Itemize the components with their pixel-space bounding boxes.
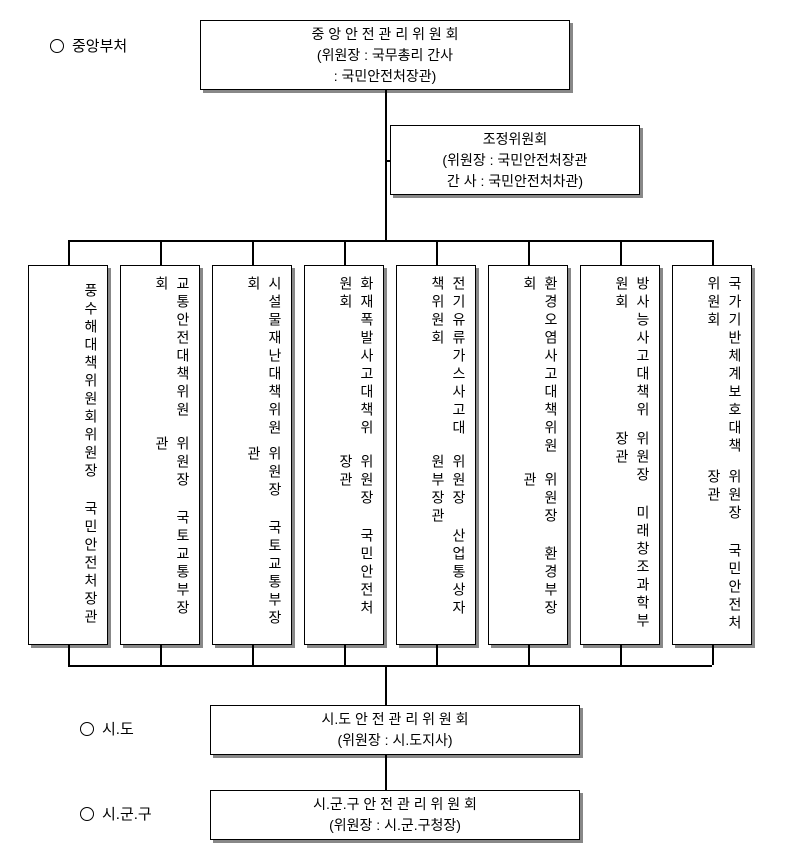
committee-box: 환경오염사고대책위원회위원장 환경부장관 [488,265,568,645]
org-chart: 중앙부처 시.도 시.군.구 중 앙 안 전 관 리 위 원 회 (위원장 : … [20,20,766,843]
committee-box: 방사능사고대책위원회위원장 미래창조과학부장관 [580,265,660,645]
sido-committee-box: 시.도 안 전 관 리 위 원 회 (위원장 : 시.도지사) [210,705,580,755]
box-title: 시.도 안 전 관 리 위 원 회 [321,709,468,730]
committee-name: 전기유류가스사고대책위원회 [427,276,469,454]
bullet-icon [50,39,64,53]
committee-chair: 위원장 국민안전처장관 [335,454,377,634]
committee-box: 전기유류가스사고대책위원회위원장 산업통상자원부장관 [396,265,476,645]
box-title: 중 앙 안 전 관 리 위 원 회 [311,24,458,45]
side-label-text: 시.군.구 [102,803,152,824]
box-line: (위원장 : 국민안전처장관 [442,150,587,171]
committee-name: 시설물재난대책위원회 [243,276,285,446]
side-label-sigungu: 시.군.구 [80,803,152,824]
side-label-text: 시.도 [102,718,134,739]
bullet-icon [80,722,94,736]
committee-name: 환경오염사고대책위원회 [519,276,561,472]
committee-name: 화재폭발사고대책위원회 [335,276,377,454]
side-label-text: 중앙부처 [72,35,127,56]
committee-box: 풍수해대책위원회위원장 국민안전처장관 [28,265,108,645]
committee-chair: 위원장 산업통상자원부장관 [427,454,469,634]
box-line: : 국민안전처장관) [334,66,437,87]
box-line: (위원장 : 국무총리 간사 [317,45,453,66]
committee-chair: 위원장 국토교통부장관 [243,446,285,634]
committee-box: 화재폭발사고대책위원회위원장 국민안전처장관 [304,265,384,645]
bullet-icon [80,807,94,821]
side-label-central: 중앙부처 [50,35,127,56]
committee-chair: 위원장 국민안전처장관 [703,469,745,634]
box-title: 조정위원회 [483,129,547,150]
committee-name: 국가기반체계보호대책위원회 [703,276,745,469]
coordination-committee-box: 조정위원회 (위원장 : 국민안전처장관 간 사 : 국민안전처차관) [390,125,640,195]
committee-name: 방사능사고대책위원회 [611,276,653,431]
committee-chair: 위원장 환경부장관 [519,472,561,634]
committee-chair: 위원장 국민안전처장관 [80,427,101,627]
sigungu-committee-box: 시.군.구 안 전 관 리 위 원 회 (위원장 : 시.군.구청장) [210,790,580,840]
committee-box: 국가기반체계보호대책위원회위원장 국민안전처장관 [672,265,752,645]
box-sub: (위원장 : 시.군.구청장) [329,815,461,836]
side-label-sido: 시.도 [80,718,134,739]
box-line: 간 사 : 국민안전처차관) [447,171,583,192]
committee-box: 교통안전대책위원회위원장 국토교통부장관 [120,265,200,645]
central-committee-box: 중 앙 안 전 관 리 위 원 회 (위원장 : 국무총리 간사 : 국민안전처… [200,20,570,90]
committee-name: 교통안전대책위원회 [151,276,193,436]
committee-box: 시설물재난대책위원회위원장 국토교통부장관 [212,265,292,645]
committee-chair: 위원장 미래창조과학부장관 [611,431,653,634]
committee-chair: 위원장 국토교통부장관 [151,436,193,634]
committee-name: 풍수해대책위원회 [80,283,101,427]
box-sub: (위원장 : 시.도지사) [337,730,452,751]
box-title: 시.군.구 안 전 관 리 위 원 회 [313,794,477,815]
